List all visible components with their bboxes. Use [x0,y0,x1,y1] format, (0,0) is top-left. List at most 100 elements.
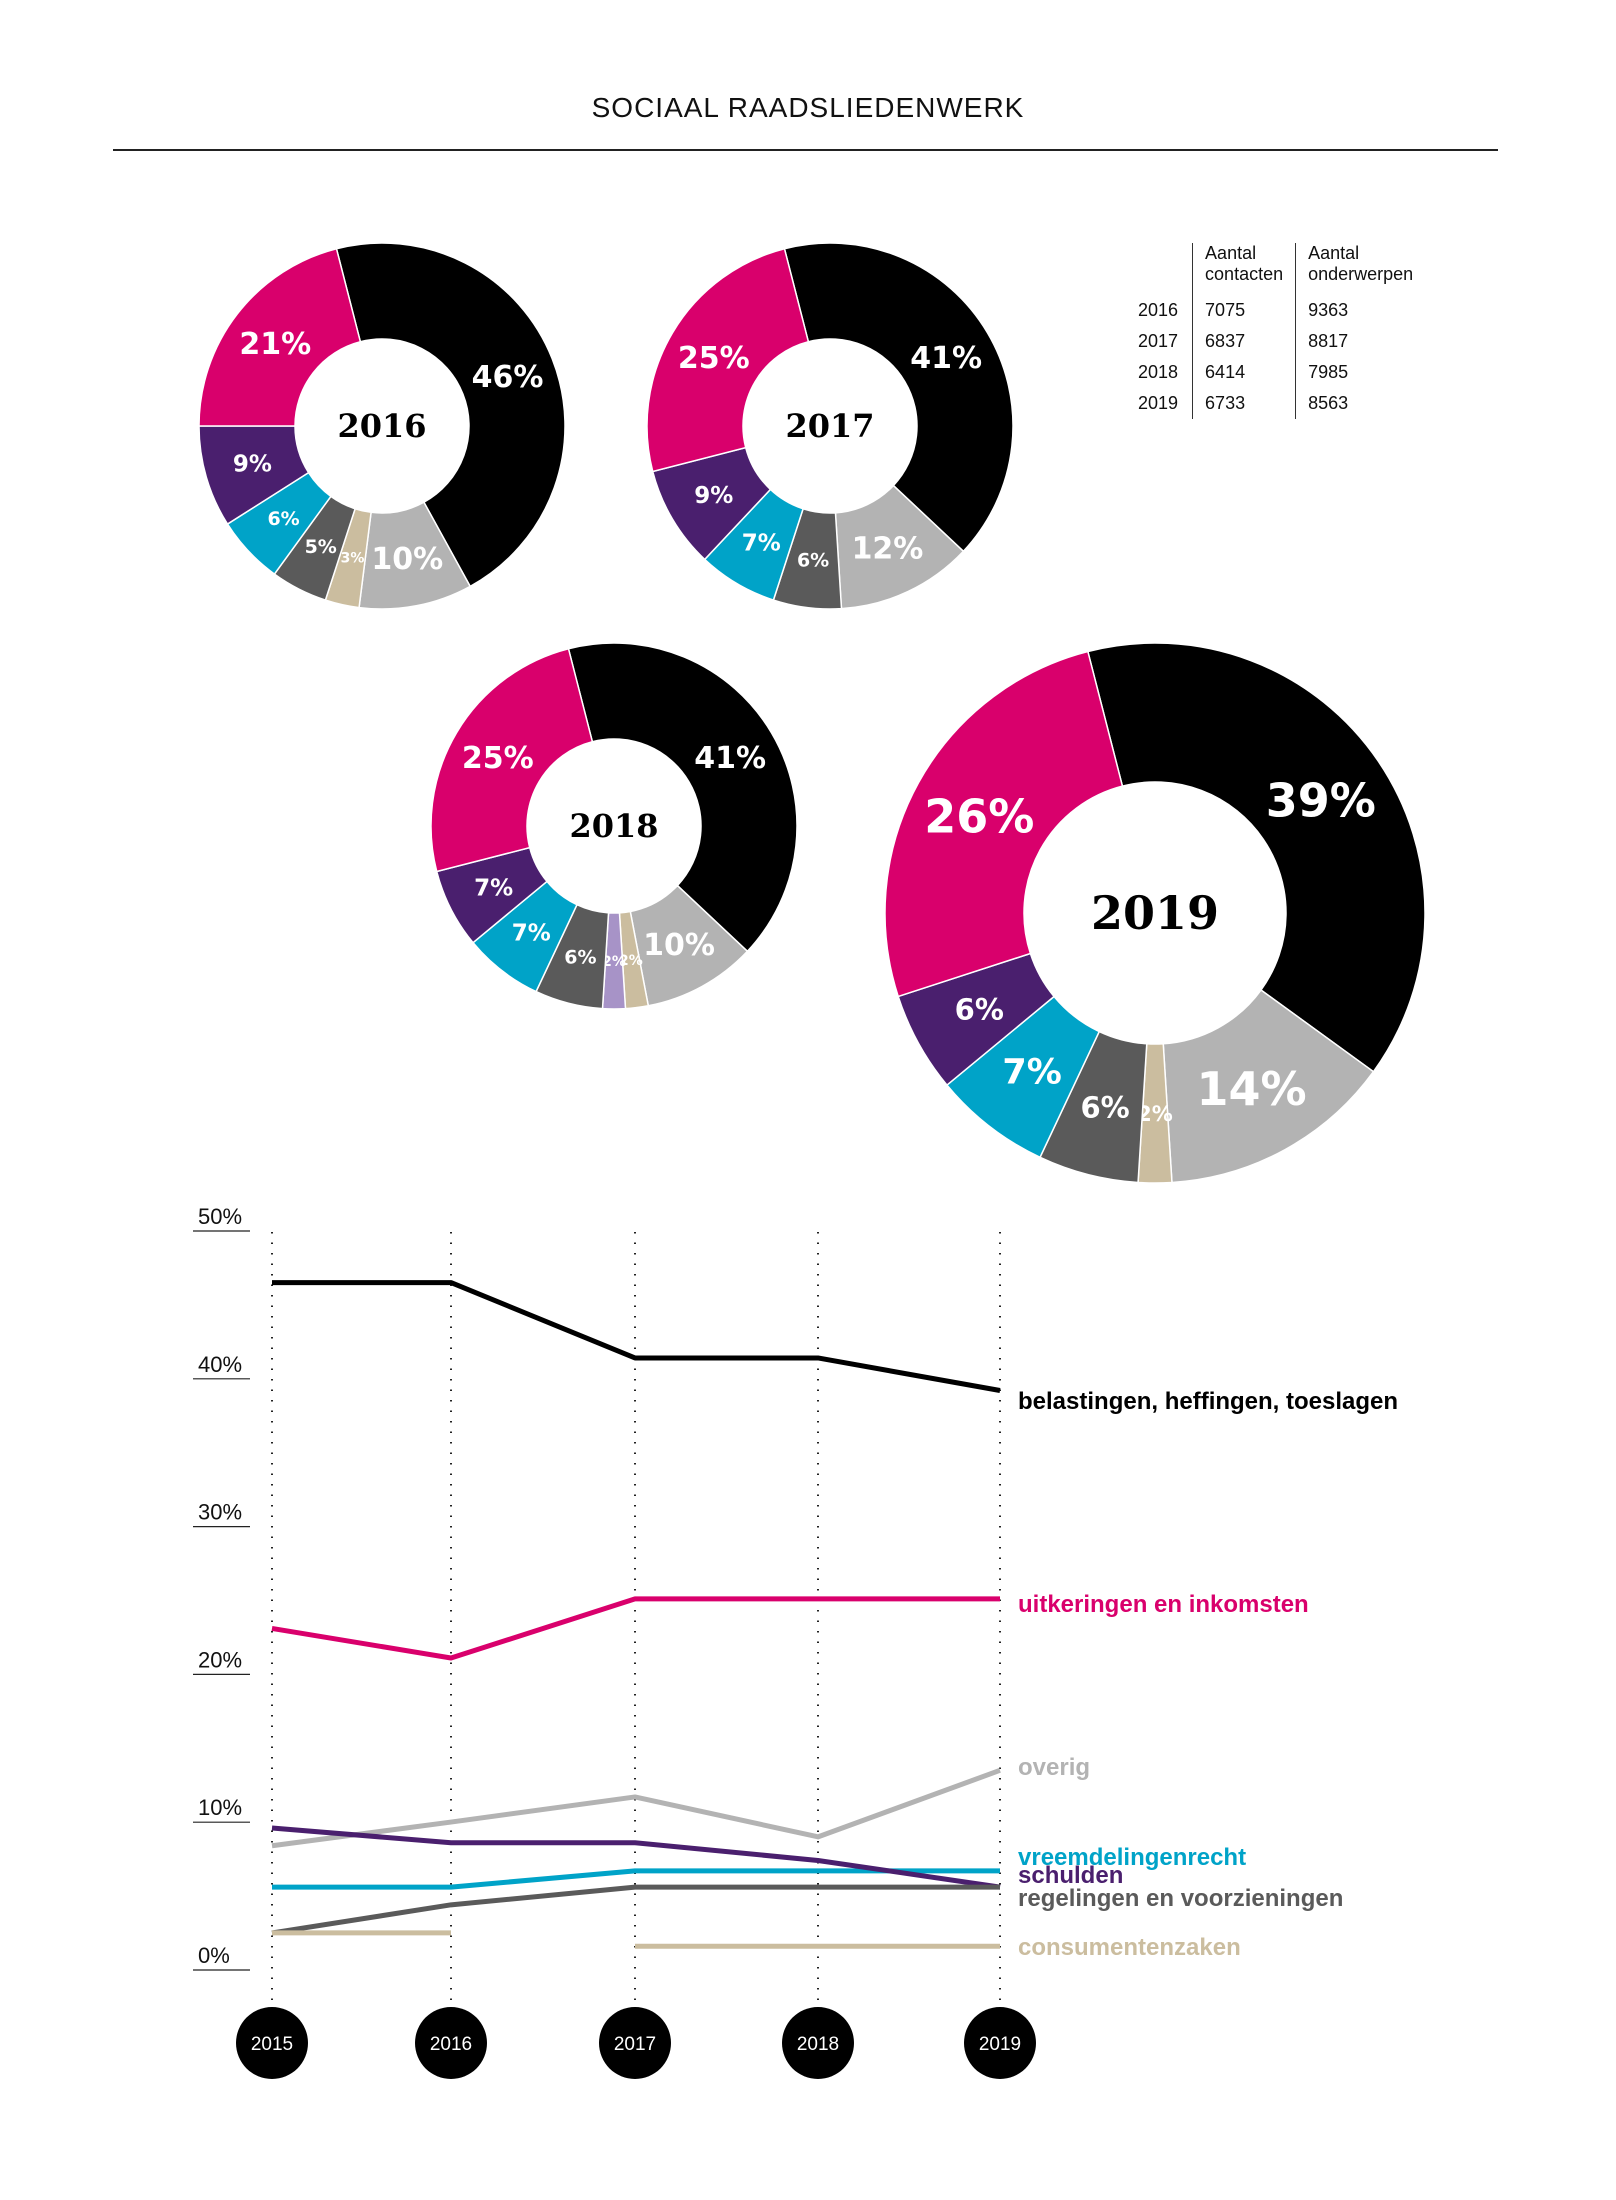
donut-slice-label: 21% [239,327,311,362]
donut-slice-label: 25% [462,741,534,776]
donut-slice-label: 7% [1002,1053,1061,1093]
donut-slice-uitkeringen [884,650,1124,998]
donut-slice-label: 7% [512,921,551,947]
donut-slice-label: 5% [305,536,337,558]
donut-slice-label: 6% [955,993,1004,1027]
y-tick-label: 50% [198,1204,242,1229]
table-cell-year: 2017 [1138,331,1179,351]
donut-slice-label: 41% [910,341,982,376]
donut-slice-label: 39% [1266,773,1376,827]
x-tick-marker [236,2007,308,2079]
stats-header-contacten-line2: contacten [1205,264,1284,284]
series-belastingen: belastingen, heffingen, toeslagen [272,1280,1398,1415]
donut-slice-label: 14% [1197,1062,1307,1116]
stats-header-contacten-line1: Aantal [1205,243,1257,263]
donut-slice-belastingen [335,242,566,588]
donut-slice-label: 6% [267,508,299,530]
series-line-belastingen [272,1280,1001,1393]
donut-2019: 39%14%2%6%7%6%26%2019 [884,642,1426,1184]
series-label-regelingen: regelingen en voorzieningen [1018,1885,1343,1912]
donut-slice-label: 6% [564,946,596,968]
series-label-consumentenzaken: consumentenzaken [1018,1934,1241,1961]
series-label-vreemdelingenrecht: vreemdelingenrecht [1018,1844,1246,1871]
table-cell-year: 2019 [1138,393,1179,413]
x-tick-label: 2019 [979,2034,1021,2055]
table-cell-year: 2018 [1138,362,1179,382]
donut-slice-label: 9% [694,483,733,509]
donut-slice-label: 25% [678,341,750,376]
donut-slice-label: 7% [474,875,513,901]
table-cell-onderwerpen: 8563 [1295,388,1426,419]
y-tick-label: 30% [198,1500,242,1525]
stats-header-onderwerpen-line2: onderwerpen [1308,264,1414,284]
series-consumentenzaken: consumentenzaken [272,1930,1241,1961]
x-tick-marker [964,2007,1036,2079]
series-line-overig [271,1767,1001,1849]
donut-slice-uitkeringen [646,247,810,473]
donut-slice-uitkeringen [198,247,362,427]
series-label-uitkeringen: uitkeringen en inkomsten [1018,1591,1309,1618]
y-tick-label: 10% [198,1795,242,1820]
x-tick-label: 2018 [797,2034,839,2055]
table-cell-contacten: 7075 [1192,295,1296,326]
series-label-overig: overig [1018,1754,1090,1781]
donut-slice-label: 3% [341,551,365,567]
donut-slice-belastingen [1086,642,1426,1073]
y-tick-label: 20% [198,1647,242,1672]
table-row: 2018 6414 7985 [1138,357,1426,388]
donut-slice-uitkeringen [430,647,594,873]
table-cell-year: 2016 [1138,300,1179,320]
donut-2016: 46% 10% 3%5% 6% 9% 21% 2016 [198,242,566,610]
y-tick-label: 40% [198,1352,242,1377]
donut-slice-label: 7% [742,530,781,556]
donut-slice-label: 46% [472,360,544,395]
x-tick-marker [415,2007,487,2079]
donut-slice-label: 10% [371,542,443,577]
stats-header-onderwerpen-line1: Aantal [1308,243,1360,263]
stats-table: Aantal contacten Aantal onderwerpen 2016… [1138,243,1426,419]
table-row: 2016 7075 9363 [1138,295,1426,326]
stats-header-row: Aantal contacten Aantal onderwerpen [1138,243,1426,295]
table-row: 2017 6837 8817 [1138,326,1426,357]
title-divider [113,149,1498,151]
series-schulden: schulden [271,1825,1123,1890]
donut-center-label: 2016 [337,407,426,445]
table-cell-onderwerpen: 8817 [1295,326,1426,357]
donut-center-label: 2017 [785,407,874,445]
x-tick-marker [599,2007,671,2079]
donut-slice-label: 6% [1081,1090,1130,1124]
donut-slice-label: 9% [233,452,272,478]
line-chart-axes: 0% 10% 20% 30% 40% 50% 2015 2016 2017 2018 2019 [193,1204,1036,2079]
stats-header-contacten: Aantal contacten [1192,243,1296,295]
donut-center-label: 2018 [569,807,658,845]
donut-slice-belastingen [783,242,1014,553]
table-cell-contacten: 6837 [1192,326,1296,357]
x-tick-label: 2017 [614,2034,656,2055]
donut-slice-label: 2% [602,954,626,970]
x-tick-label: 2015 [251,2034,293,2055]
donut-slice-label: 26% [924,790,1034,844]
table-cell-onderwerpen: 7985 [1295,357,1426,388]
series-line-schulden [271,1825,1001,1890]
donut-slice-label: 12% [852,532,924,567]
donut-slice-label: 2% [619,953,643,969]
y-tick-label: 0% [198,1943,230,1968]
donut-center-label: 2019 [1091,886,1219,940]
donut-2017: 41% 12% 6% 7% 9% 25% 2017 [646,242,1014,610]
page-title: SOCIAAL RAADSLIEDENWERK [591,92,1025,123]
table-cell-onderwerpen: 9363 [1295,295,1426,326]
donut-charts: 46% 10% 3%5% 6% 9% 21% 2016 41% 12% 6% 7% 9% 25% 2017… [198,242,1426,1184]
x-tick-label: 2016 [430,2034,472,2055]
x-tick-marker [782,2007,854,2079]
series-label-schulden: schulden [1018,1862,1123,1889]
donut-slice-belastingen [567,642,798,953]
table-row: 2019 6733 8563 [1138,388,1426,419]
donut-slice-overig [1162,988,1375,1184]
series-line-regelingen [271,1884,1000,1936]
table-cell-contacten: 6733 [1192,388,1296,419]
series-label-belastingen: belastingen, heffingen, toeslagen [1018,1388,1398,1415]
series-line-uitkeringen [271,1596,1000,1661]
stats-header-onderwerpen: Aantal onderwerpen [1295,243,1426,295]
series-overig: overig [271,1754,1090,1849]
